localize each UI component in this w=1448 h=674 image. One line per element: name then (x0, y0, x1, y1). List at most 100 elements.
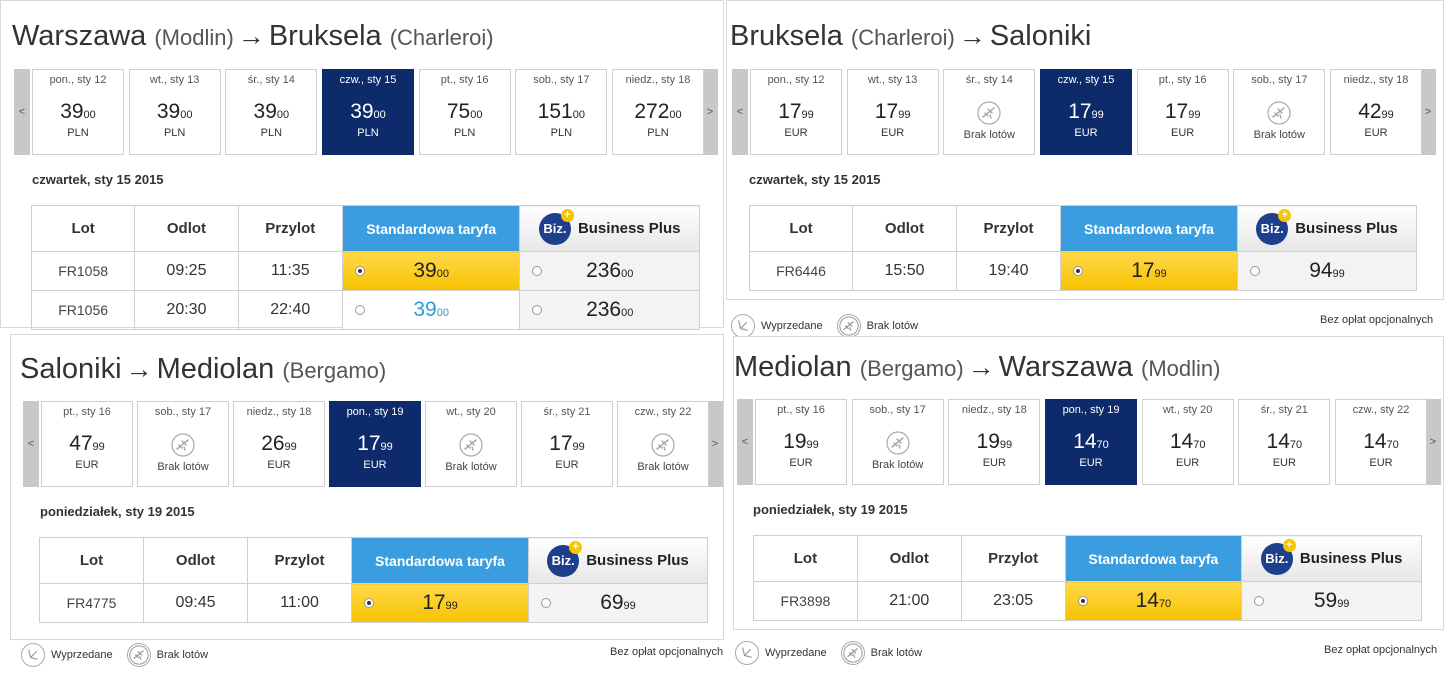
business-plus-option[interactable]: 5999 (1241, 581, 1422, 621)
flight-number: FR6446 (749, 251, 853, 291)
col-departure: Odlot (852, 205, 957, 252)
price-dec: 99 (1337, 598, 1350, 610)
day-tab[interactable]: czw., sty 22 1470 EUR (1335, 399, 1427, 485)
price-dec: 00 (180, 109, 193, 121)
day-label: sob., sty 17 (869, 404, 926, 416)
prev-dates-button[interactable]: < (14, 69, 30, 155)
day-tab[interactable]: czw., sty 15 3900 PLN (322, 69, 414, 155)
standard-fare-option[interactable]: 1799 (351, 583, 529, 623)
day-tab[interactable]: wt., sty 13 3900 PLN (128, 69, 221, 155)
day-tab[interactable]: sob., sty 17 Brak lotów (137, 401, 229, 487)
day-tab[interactable]: pon., sty 12 3900 PLN (32, 69, 124, 155)
standard-fare-price: 1799 (1131, 259, 1167, 282)
business-plus-radio[interactable] (1254, 596, 1265, 606)
day-tab[interactable]: pt., sty 16 4799 EUR (41, 401, 133, 487)
standard-fare-option[interactable]: 1799 (1060, 251, 1238, 291)
standard-fare-radio[interactable] (1073, 266, 1083, 276)
departure-time: 09:25 (134, 251, 239, 291)
day-tab[interactable]: pt., sty 16 1799 EUR (1136, 69, 1229, 155)
standard-fare-radio[interactable] (364, 598, 374, 608)
day-label: czw., sty 15 (1057, 74, 1115, 86)
price-dec: 99 (898, 109, 911, 121)
business-plus-radio[interactable] (532, 266, 543, 276)
day-tab[interactable]: niedz., sty 18 27200 PLN (612, 69, 704, 155)
origin-city: Mediolan (734, 351, 852, 383)
day-tab[interactable]: wt., sty 13 1799 EUR (846, 69, 939, 155)
day-tab[interactable]: niedz., sty 18 1999 EUR (948, 399, 1041, 485)
no-flights-icon (426, 433, 516, 459)
flight-number: FR3898 (753, 581, 858, 621)
day-tab[interactable]: niedz., sty 18 4299 EUR (1330, 69, 1422, 155)
business-plus-option[interactable]: 9499 (1237, 251, 1417, 291)
business-plus-radio[interactable] (532, 305, 543, 315)
day-label: wt., sty 20 (446, 406, 496, 418)
business-plus-radio[interactable] (1250, 266, 1260, 276)
price-int: 39 (413, 259, 437, 282)
business-plus-price: 5999 (1314, 589, 1350, 612)
price-int: 17 (778, 100, 802, 123)
currency: EUR (75, 459, 99, 471)
day-tab[interactable]: śr., sty 21 1799 EUR (521, 401, 613, 487)
day-tab[interactable]: niedz., sty 18 2699 EUR (233, 401, 325, 487)
no-flights-icon (840, 641, 865, 665)
day-tab[interactable]: sob., sty 17 Brak lotów (1233, 69, 1326, 155)
day-label: niedz., sty 18 (961, 404, 1027, 416)
day-tab[interactable]: wt., sty 20 1470 EUR (1141, 399, 1234, 485)
business-plus-option[interactable]: 23600 (519, 290, 700, 330)
biz-plus-logo-icon: Biz. + (538, 208, 574, 245)
next-dates-button[interactable]: > (1425, 399, 1441, 485)
col-business-plus: Biz. + Business Plus (519, 205, 700, 252)
business-plus-label: Business Plus (1295, 219, 1398, 237)
price-int: 39 (60, 100, 84, 123)
business-plus-option[interactable]: 6999 (528, 583, 708, 623)
business-plus-radio[interactable] (541, 598, 551, 608)
day-tab[interactable]: sob., sty 17 15100 PLN (515, 69, 608, 155)
day-price: 1470 (1143, 430, 1233, 454)
standard-fare-option[interactable]: 3900 (341, 290, 521, 330)
day-tab[interactable]: czw., sty 22 Brak lotów (617, 401, 709, 487)
standard-fare-radio[interactable] (1077, 596, 1088, 606)
standard-fare-price: 3900 (413, 259, 449, 282)
date-carousel: < > pon., sty 12 1799 EUR wt., sty 13 1799 EUR ś… (732, 69, 1436, 155)
day-tab[interactable]: pt., sty 16 7500 PLN (418, 69, 511, 155)
currency: EUR (1272, 457, 1296, 469)
table-header: Lot Odlot Przylot Standardowa taryfa Biz. + Bu… (753, 535, 1422, 582)
day-tab[interactable]: śr., sty 14 3900 PLN (225, 69, 318, 155)
day-tab[interactable]: pon., sty 19 1470 EUR (1045, 399, 1137, 485)
next-dates-button[interactable]: > (707, 401, 723, 487)
prev-dates-button[interactable]: < (23, 401, 39, 487)
standard-fare-radio[interactable] (354, 266, 365, 276)
day-tab[interactable]: śr., sty 21 1470 EUR (1238, 399, 1331, 485)
next-dates-button[interactable]: > (1420, 69, 1436, 155)
day-tab[interactable]: śr., sty 14 Brak lotów (943, 69, 1036, 155)
col-standard-fare: Standardowa taryfa (341, 205, 521, 252)
price-int: 75 (446, 100, 471, 123)
next-dates-button[interactable]: > (702, 69, 718, 155)
currency: EUR (1171, 127, 1195, 139)
flight-number: FR1056 (30, 290, 136, 330)
day-tab[interactable]: pt., sty 16 1999 EUR (755, 399, 847, 485)
standard-fare-option[interactable]: 1470 (1064, 581, 1243, 621)
day-price: 3900 (33, 100, 123, 124)
day-tab[interactable]: czw., sty 15 1799 EUR (1040, 69, 1132, 155)
price-int: 59 (1313, 589, 1338, 612)
prev-dates-button[interactable]: < (732, 69, 748, 155)
day-tab[interactable]: pon., sty 19 1799 EUR (329, 401, 421, 487)
prev-dates-button[interactable]: < (737, 399, 753, 485)
standard-fare-option[interactable]: 3900 (341, 251, 521, 291)
standard-fare-radio[interactable] (354, 305, 365, 315)
no-fees-note: Bez opłat opcjonalnych (1324, 644, 1438, 656)
day-label: wt., sty 13 (867, 74, 918, 86)
day-tab[interactable]: wt., sty 20 Brak lotów (425, 401, 517, 487)
no-flights-icon (944, 101, 1034, 127)
day-price: 1799 (522, 432, 612, 456)
day-tab[interactable]: sob., sty 17 Brak lotów (851, 399, 944, 485)
day-price: 1470 (1046, 430, 1136, 454)
table-header: Lot Odlot Przylot Standardowa taryfa Biz. + Bu… (749, 205, 1417, 252)
business-plus-option[interactable]: 23600 (519, 251, 700, 291)
day-label: śr., sty 14 (965, 74, 1013, 86)
price-int: 39 (350, 100, 374, 123)
currency: EUR (555, 459, 579, 471)
price-dec: 99 (623, 600, 636, 612)
day-tab[interactable]: pon., sty 12 1799 EUR (750, 69, 842, 155)
